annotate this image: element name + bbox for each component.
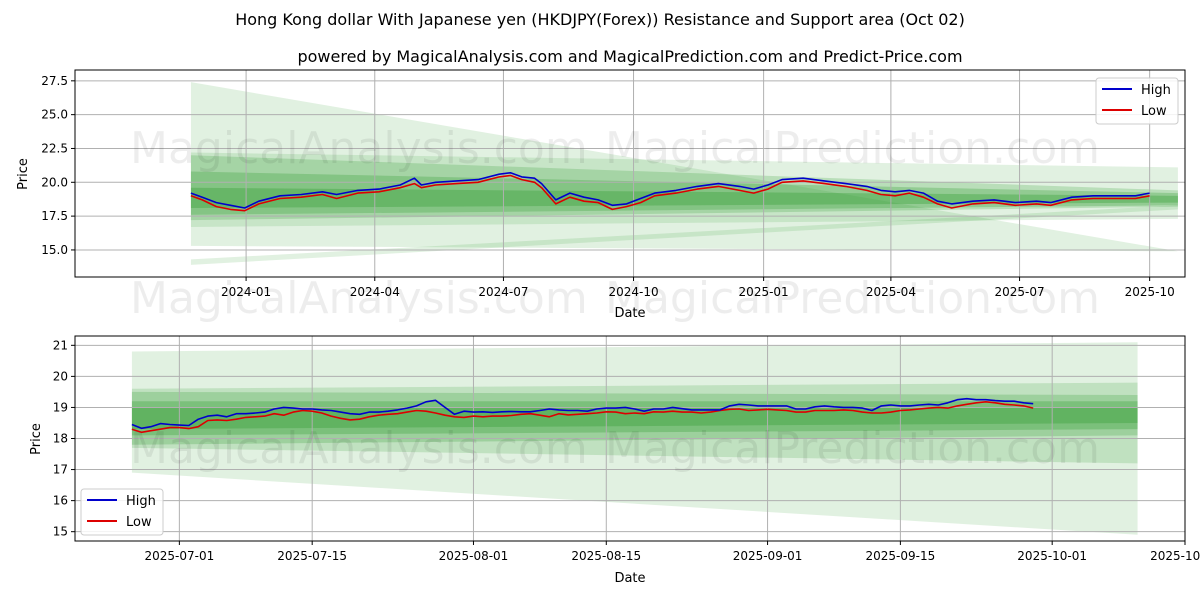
y-tick-label: 15 [53, 525, 68, 539]
band-area [190, 187, 1178, 208]
high-series-line [131, 397, 1034, 430]
y-axis-label: Price [29, 423, 44, 455]
band-area [190, 155, 1178, 221]
y-tick-label: 20 [53, 369, 68, 383]
x-tick-label: 2024-10 [608, 285, 658, 299]
legend: High Low [80, 488, 164, 536]
band-area [190, 82, 1178, 252]
band-area [131, 382, 1138, 464]
x-tick-label: 2025-10-01 [1017, 549, 1087, 563]
y-tick-label: 20.0 [41, 175, 68, 189]
band-area [190, 152, 1178, 227]
x-tick-label: 2025-09-15 [866, 549, 936, 563]
y-tick-label: 17.5 [41, 209, 68, 223]
low-series-line [131, 401, 1034, 434]
legend-low-label: Low [126, 515, 152, 530]
chart-title: Hong Kong dollar With Japanese yen (HKDJ… [235, 10, 965, 29]
x-tick-label: 2025-07-15 [277, 549, 347, 563]
legend-high-label: High [126, 494, 156, 509]
y-tick-label: 21 [53, 338, 68, 352]
x-tick-label: 2025-08-01 [439, 549, 509, 563]
x-tick-label: 2025-10-15 [1150, 549, 1200, 563]
grid-lines [75, 70, 1185, 277]
x-tick-label: 2025-07-01 [144, 549, 214, 563]
y-tick-label: 17 [53, 463, 68, 477]
low-series-line [190, 174, 1150, 212]
panel-recent-zoom: MagicalAnalysis.com MagicalPrediction.co… [29, 335, 1200, 586]
chart-subtitle: powered by MagicalAnalysis.com and Magic… [297, 47, 962, 66]
legend-low-label: Low [1141, 104, 1167, 119]
x-tick-label: 2025-10 [1125, 285, 1175, 299]
y-axis-label: Price [16, 158, 31, 190]
grid-lines [75, 336, 1186, 541]
high-series-line [190, 172, 1150, 209]
y-tick-label: 18 [53, 432, 68, 446]
y-tick-label: 25.0 [41, 108, 68, 122]
axis-ticks: 15 16 17 18 19 20 21 2025-07-01 2025-07-15 2025-0… [53, 338, 1200, 563]
x-tick-label: 2025-04 [866, 285, 916, 299]
price-lines [190, 172, 1150, 212]
x-axis-label: Date [614, 306, 645, 321]
y-tick-label: 22.5 [41, 141, 68, 155]
watermark-magicalprediction: MagicalPrediction.com [605, 123, 1100, 174]
y-tick-label: 19 [53, 400, 68, 414]
y-tick-label: 15.0 [41, 243, 68, 257]
x-tick-label: 2025-08-15 [571, 549, 641, 563]
plot-frame [74, 69, 1186, 278]
x-tick-label: 2025-09-01 [733, 549, 803, 563]
y-tick-label: 27.5 [41, 74, 68, 88]
x-tick-label: 2025-07 [994, 285, 1044, 299]
watermark-layer: MagicalAnalysis.com MagicalPrediction.co… [130, 123, 1100, 324]
watermark-magicalprediction: MagicalPrediction.com [605, 423, 1100, 474]
watermark-magicalanalysis: MagicalAnalysis.com [130, 123, 588, 174]
band-area [131, 401, 1138, 436]
watermark-magicalprediction: MagicalPrediction.com [605, 273, 1100, 324]
price-lines [131, 397, 1034, 434]
x-tick-label: 2024-01 [221, 285, 271, 299]
axis-ticks: 15.0 17.5 20.0 22.5 25.0 27.5 2024-01 2024-04 20… [41, 74, 1174, 299]
watermark-layer: MagicalAnalysis.com MagicalPrediction.co… [130, 423, 1100, 474]
x-tick-label: 2024-04 [350, 285, 400, 299]
legend: High Low [1095, 77, 1179, 125]
watermark-magicalanalysis: MagicalAnalysis.com [130, 423, 588, 474]
legend-high-label: High [1141, 83, 1171, 98]
x-tick-label: 2024-07 [478, 285, 528, 299]
panel-full-history: MagicalAnalysis.com MagicalPrediction.co… [16, 69, 1186, 324]
x-axis-label: Date [614, 571, 645, 586]
plot-frame [74, 335, 1186, 542]
watermark-magicalanalysis: MagicalAnalysis.com [130, 273, 588, 324]
x-tick-label: 2025-01 [739, 285, 789, 299]
y-tick-label: 16 [53, 494, 68, 508]
